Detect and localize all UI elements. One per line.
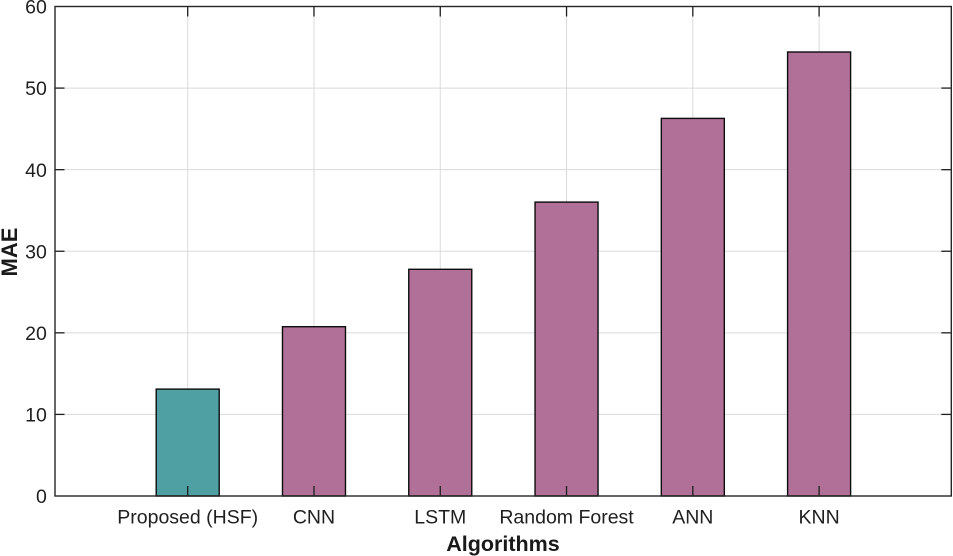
svg-text:ANN: ANN [672,506,713,528]
svg-text:50: 50 [25,78,47,100]
svg-text:KNN: KNN [799,506,840,528]
svg-text:MAE: MAE [0,228,22,277]
svg-text:Algorithms: Algorithms [446,532,560,556]
svg-text:LSTM: LSTM [414,506,466,528]
svg-text:60: 60 [25,0,47,19]
svg-text:0: 0 [36,486,47,508]
svg-text:CNN: CNN [293,506,335,528]
svg-text:Random Forest: Random Forest [499,506,634,528]
svg-text:20: 20 [25,323,47,345]
svg-text:30: 30 [25,241,47,263]
svg-text:40: 40 [25,160,47,182]
svg-text:Proposed (HSF): Proposed (HSF) [117,506,258,528]
svg-text:10: 10 [25,405,47,427]
